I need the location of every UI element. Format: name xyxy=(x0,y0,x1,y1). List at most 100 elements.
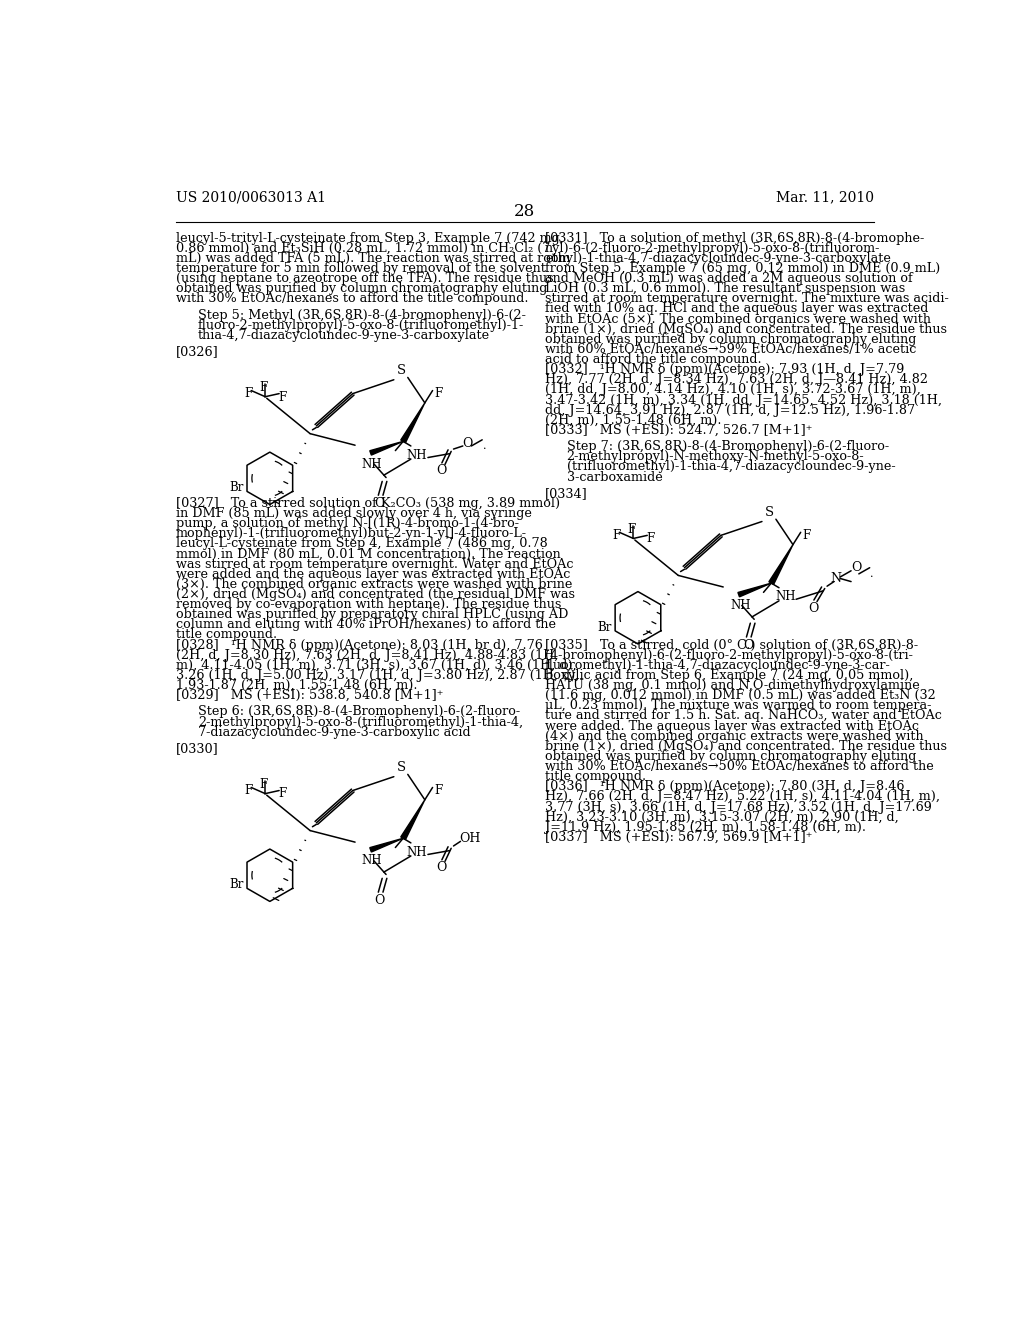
Text: obtained was purified by column chromatography eluting: obtained was purified by column chromato… xyxy=(545,750,916,763)
Text: boxylic acid from Step 6, Example 7 (24 mg, 0.05 mmol),: boxylic acid from Step 6, Example 7 (24 … xyxy=(545,669,913,682)
Text: [0331]   To a solution of methyl (3R,6S,8R)-8-(4-bromophe-: [0331] To a solution of methyl (3R,6S,8R… xyxy=(545,231,925,244)
Text: mophenyl)-1-(trifluoromethyl)but-2-yn-1-yl]-4-fluoro-L-: mophenyl)-1-(trifluoromethyl)but-2-yn-1-… xyxy=(176,527,527,540)
Text: with 30% EtOAc/hexanes→50% EtOAc/hexanes to afford the: with 30% EtOAc/hexanes→50% EtOAc/hexanes… xyxy=(545,760,934,774)
Text: O: O xyxy=(375,496,385,510)
Text: O: O xyxy=(436,465,447,478)
Text: F: F xyxy=(279,391,287,404)
Text: ture and stirred for 1.5 h. Sat. aq. NaHCO₃, water and EtOAc: ture and stirred for 1.5 h. Sat. aq. NaH… xyxy=(545,709,942,722)
Text: (4×) and the combined organic extracts were washed with: (4×) and the combined organic extracts w… xyxy=(545,730,924,743)
Text: mmol) in DMF (80 mL, 0.01 M concentration). The reaction: mmol) in DMF (80 mL, 0.01 M concentratio… xyxy=(176,548,561,561)
Text: [0326]: [0326] xyxy=(176,345,219,358)
Text: O: O xyxy=(375,894,385,907)
Text: fied with 10% aq. HCl and the aqueous layer was extracted: fied with 10% aq. HCl and the aqueous la… xyxy=(545,302,929,315)
Text: was stirred at room temperature overnight. Water and EtOAc: was stirred at room temperature overnigh… xyxy=(176,557,573,570)
Text: 2-methylpropyl)-N-methoxy-N-methyl-5-oxo-8-: 2-methylpropyl)-N-methoxy-N-methyl-5-oxo… xyxy=(566,450,864,463)
Text: [0328]   ¹H NMR δ (ppm)(Acetone): 8.03 (1H, br d), 7.76: [0328] ¹H NMR δ (ppm)(Acetone): 8.03 (1H… xyxy=(176,639,543,652)
Text: US 2010/0063013 A1: US 2010/0063013 A1 xyxy=(176,190,326,205)
Text: O: O xyxy=(436,862,447,874)
Text: 1.93-1.87 (2H, m), 1.55-1.48 (6H, m).: 1.93-1.87 (2H, m), 1.55-1.48 (6H, m). xyxy=(176,678,418,692)
Text: were added. The aqueous layer was extracted with EtOAc: were added. The aqueous layer was extrac… xyxy=(545,719,919,733)
Text: (11.6 mg, 0.012 mmol) in DMF (0.5 mL) was added Et₃N (32: (11.6 mg, 0.012 mmol) in DMF (0.5 mL) wa… xyxy=(545,689,936,702)
Text: temperature for 5 min followed by removal of the solvent: temperature for 5 min followed by remova… xyxy=(176,261,546,275)
Text: NH: NH xyxy=(361,458,382,470)
Text: Step 7: (3R,6S,8R)-8-(4-Bromophenyl)-6-(2-fluoro-: Step 7: (3R,6S,8R)-8-(4-Bromophenyl)-6-(… xyxy=(566,440,889,453)
Text: (4-bromophenyl)-6-(2-fluoro-2-methylpropyl)-5-oxo-8-(tri-: (4-bromophenyl)-6-(2-fluoro-2-methylprop… xyxy=(545,648,912,661)
Text: dd, J=14.64, 3.91 Hz), 2.87 (1H, d, J=12.5 Hz), 1.96-1.87: dd, J=14.64, 3.91 Hz), 2.87 (1H, d, J=12… xyxy=(545,404,915,417)
Text: title compound.: title compound. xyxy=(545,771,646,783)
Text: fluoromethyl)-1-thia-4,7-diazacycloundec-9-yne-3-car-: fluoromethyl)-1-thia-4,7-diazacycloundec… xyxy=(545,659,891,672)
Text: Br: Br xyxy=(229,480,244,494)
Text: Step 6: (3R,6S,8R)-8-(4-Bromophenyl)-6-(2-fluoro-: Step 6: (3R,6S,8R)-8-(4-Bromophenyl)-6-(… xyxy=(198,705,520,718)
Text: S: S xyxy=(765,506,774,519)
Text: F: F xyxy=(628,523,636,536)
Text: (1H, dd, J=8.00, 4.14 Hz), 4.10 (1H, s), 3.72-3.67 (1H, m),: (1H, dd, J=8.00, 4.14 Hz), 4.10 (1H, s),… xyxy=(545,383,921,396)
Text: F: F xyxy=(279,788,287,800)
Text: NH: NH xyxy=(730,599,751,612)
Text: (3×). The combined organic extracts were washed with brine: (3×). The combined organic extracts were… xyxy=(176,578,572,591)
Text: NH: NH xyxy=(361,854,382,867)
Text: [0335]   To a stirred, cold (0° C.) solution of (3R,6S,8R)-8-: [0335] To a stirred, cold (0° C.) soluti… xyxy=(545,639,919,652)
Text: column and eluting with 40% iPrOH/hexanes) to afford the: column and eluting with 40% iPrOH/hexane… xyxy=(176,618,556,631)
Text: (2H, d, J=8.30 Hz), 7.63 (2H, d, J=8.41 Hz), 4.88-4.83 (1H,: (2H, d, J=8.30 Hz), 7.63 (2H, d, J=8.41 … xyxy=(176,648,558,661)
Text: O: O xyxy=(742,639,754,652)
Text: leucyl-L-cysteinate from Step 4, Example 7 (486 mg, 0.78: leucyl-L-cysteinate from Step 4, Example… xyxy=(176,537,548,550)
Text: 0.86 mmol) and Et₃SiH (0.28 mL, 1.72 mmol) in CH₂Cl₂ (7: 0.86 mmol) and Et₃SiH (0.28 mL, 1.72 mmo… xyxy=(176,242,551,255)
Text: .: . xyxy=(483,441,486,451)
Text: in DMF (85 mL) was added slowly over 4 h, via syringe: in DMF (85 mL) was added slowly over 4 h… xyxy=(176,507,531,520)
Text: Hz), 7.66 (2H, d, J=8.47 Hz), 5.22 (1H, s), 4.11-4.04 (1H, m),: Hz), 7.66 (2H, d, J=8.47 Hz), 5.22 (1H, … xyxy=(545,791,940,804)
Text: 3.77 (3H, s), 3.66 (1H, d, J=17.68 Hz), 3.52 (1H, d, J=17.69: 3.77 (3H, s), 3.66 (1H, d, J=17.68 Hz), … xyxy=(545,801,932,813)
Text: [0333]   MS (+ESI): 524.7, 526.7 [M+1]⁺: [0333] MS (+ESI): 524.7, 526.7 [M+1]⁺ xyxy=(545,424,812,437)
Text: 3-carboxamide: 3-carboxamide xyxy=(566,470,663,483)
Text: (using heptane to azeotrope off the TFA). The residue thus: (using heptane to azeotrope off the TFA)… xyxy=(176,272,554,285)
Text: F: F xyxy=(244,784,252,797)
Text: N: N xyxy=(830,572,841,585)
Text: NH: NH xyxy=(407,846,427,858)
Text: F: F xyxy=(612,529,621,543)
Polygon shape xyxy=(400,403,425,442)
Text: .: . xyxy=(870,569,873,579)
Text: OH: OH xyxy=(460,832,481,845)
Text: Step 5: Methyl (3R,6S,8R)-8-(4-bromophenyl)-6-(2-: Step 5: Methyl (3R,6S,8R)-8-(4-bromophen… xyxy=(198,309,525,322)
Text: with 30% EtOAc/hexanes to afford the title compound.: with 30% EtOAc/hexanes to afford the tit… xyxy=(176,292,528,305)
Polygon shape xyxy=(370,441,403,455)
Text: (2×), dried (MgSO₄) and concentrated (the residual DMF was: (2×), dried (MgSO₄) and concentrated (th… xyxy=(176,587,575,601)
Text: F: F xyxy=(434,784,442,797)
Text: F: F xyxy=(434,388,442,400)
Text: Hz), 7.77 (2H, d, J=8.34 Hz), 7.63 (2H, d, J—8.41 Hz), 4.82: Hz), 7.77 (2H, d, J=8.34 Hz), 7.63 (2H, … xyxy=(545,374,928,387)
Text: obtained was purified by preparatory chiral HPLC (using AD: obtained was purified by preparatory chi… xyxy=(176,609,568,622)
Text: [0337]   MS (+ESI): 567.9, 569.9 [M+1]⁺: [0337] MS (+ESI): 567.9, 569.9 [M+1]⁺ xyxy=(545,832,812,843)
Text: with 60% EtOAc/hexanes→59% EtOAc/hexanes/1% acetic: with 60% EtOAc/hexanes→59% EtOAc/hexanes… xyxy=(545,343,916,356)
Text: ethyl)-1-thia-4,7-diazacycloundec-9-yne-3-carboxylate: ethyl)-1-thia-4,7-diazacycloundec-9-yne-… xyxy=(545,252,891,265)
Text: brine (1×), dried (MgSO₄) and concentrated. The residue thus: brine (1×), dried (MgSO₄) and concentrat… xyxy=(545,322,947,335)
Text: [0330]: [0330] xyxy=(176,742,219,755)
Text: thia-4,7-diazacycloundec-9-yne-3-carboxylate: thia-4,7-diazacycloundec-9-yne-3-carboxy… xyxy=(198,329,489,342)
Text: NH: NH xyxy=(775,590,796,603)
Text: S: S xyxy=(397,760,407,774)
Text: S: S xyxy=(397,364,407,378)
Text: O: O xyxy=(851,561,861,574)
Text: F: F xyxy=(244,388,252,400)
Text: and MeOH (0.3 mL) was added a 2M aqueous solution of: and MeOH (0.3 mL) was added a 2M aqueous… xyxy=(545,272,912,285)
Text: from Step 5, Example 7 (65 mg, 0.12 mmol) in DME (0.9 mL): from Step 5, Example 7 (65 mg, 0.12 mmol… xyxy=(545,261,940,275)
Text: F: F xyxy=(646,532,654,545)
Text: 28: 28 xyxy=(514,203,536,220)
Text: acid to afford the title compound.: acid to afford the title compound. xyxy=(545,352,762,366)
Text: 3.26 (1H, d, J=5.00 Hz), 3.17 (1H, d, J=3.80 Hz), 2.87 (1H, d),: 3.26 (1H, d, J=5.00 Hz), 3.17 (1H, d, J=… xyxy=(176,669,580,682)
Polygon shape xyxy=(738,583,771,597)
Text: [0334]: [0334] xyxy=(545,487,588,500)
Text: LiOH (0.3 mL, 0.6 mmol). The resultant suspension was: LiOH (0.3 mL, 0.6 mmol). The resultant s… xyxy=(545,282,905,296)
Text: Hz), 3.23-3.10 (3H, m), 3.15-3.07 (2H, m), 2.90 (1H, d,: Hz), 3.23-3.10 (3H, m), 3.15-3.07 (2H, m… xyxy=(545,810,899,824)
Text: mL) was added TFA (5 mL). The reaction was stirred at room: mL) was added TFA (5 mL). The reaction w… xyxy=(176,252,570,265)
Text: Br: Br xyxy=(229,878,244,891)
Text: Br: Br xyxy=(598,620,612,634)
Text: [0332]   ¹H NMR δ (ppm)(Acetone): 7.93 (1H, d, J=7.79: [0332] ¹H NMR δ (ppm)(Acetone): 7.93 (1H… xyxy=(545,363,904,376)
Text: obtained was purified by column chromatography eluting: obtained was purified by column chromato… xyxy=(176,282,548,296)
Text: 2-methylpropyl)-5-oxo-8-(trifluoromethyl)-1-thia-4,: 2-methylpropyl)-5-oxo-8-(trifluoromethyl… xyxy=(198,715,523,729)
Text: fluoro-2-methylpropyl)-5-oxo-8-(trifluoromethyl)-1-: fluoro-2-methylpropyl)-5-oxo-8-(trifluor… xyxy=(198,318,524,331)
Text: 7-diazacycloundec-9-yne-3-carboxylic acid: 7-diazacycloundec-9-yne-3-carboxylic aci… xyxy=(198,726,470,739)
Text: pump, a solution of methyl N-[(1R)-4-bromo-1-(4-bro-: pump, a solution of methyl N-[(1R)-4-bro… xyxy=(176,517,519,531)
Text: removed by co-evaporation with heptane). The residue thus: removed by co-evaporation with heptane).… xyxy=(176,598,561,611)
Text: O: O xyxy=(809,602,819,615)
Text: (trifluoromethyl)-1-thia-4,7-diazacycloundec-9-yne-: (trifluoromethyl)-1-thia-4,7-diazacyclou… xyxy=(566,461,895,474)
Text: obtained was purified by column chromatography eluting: obtained was purified by column chromato… xyxy=(545,333,916,346)
